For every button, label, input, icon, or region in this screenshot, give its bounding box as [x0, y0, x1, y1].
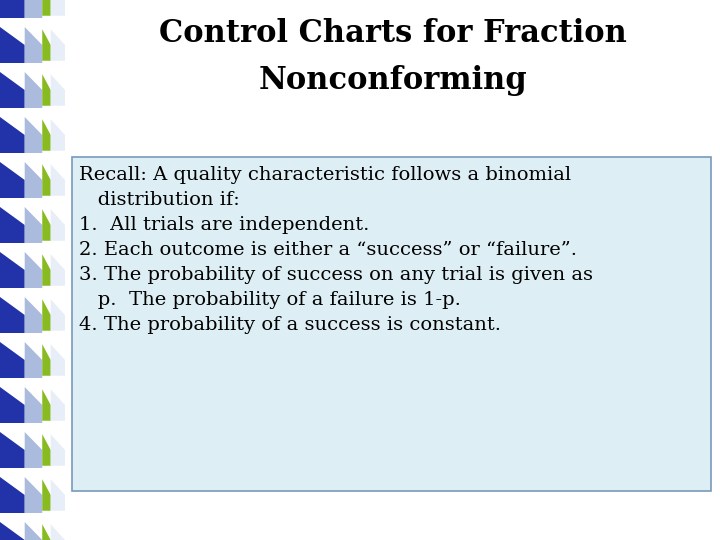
Polygon shape — [24, 117, 42, 153]
Polygon shape — [42, 434, 50, 465]
Polygon shape — [42, 254, 50, 286]
Polygon shape — [24, 72, 42, 108]
Polygon shape — [24, 522, 42, 540]
Polygon shape — [50, 209, 65, 241]
Bar — [0, 0, 65, 540]
Polygon shape — [42, 524, 50, 540]
Polygon shape — [50, 299, 65, 330]
Text: Control Charts for Fraction: Control Charts for Fraction — [158, 18, 626, 49]
Polygon shape — [0, 387, 24, 423]
Polygon shape — [50, 29, 65, 60]
Polygon shape — [24, 252, 42, 288]
Polygon shape — [50, 0, 65, 16]
Polygon shape — [24, 0, 42, 18]
Polygon shape — [0, 117, 24, 153]
Polygon shape — [42, 29, 50, 60]
Polygon shape — [0, 72, 24, 108]
Polygon shape — [0, 477, 24, 513]
Polygon shape — [42, 299, 50, 330]
Polygon shape — [50, 434, 65, 465]
Polygon shape — [42, 74, 50, 106]
Polygon shape — [0, 297, 24, 333]
Polygon shape — [0, 252, 24, 288]
Polygon shape — [24, 297, 42, 333]
Text: Recall: A quality characteristic follows a binomial
   distribution if:
1.  All : Recall: A quality characteristic follows… — [79, 166, 593, 334]
Polygon shape — [42, 0, 50, 16]
Polygon shape — [50, 480, 65, 511]
Polygon shape — [50, 524, 65, 540]
Polygon shape — [24, 387, 42, 423]
Polygon shape — [0, 162, 24, 198]
Polygon shape — [42, 209, 50, 241]
Polygon shape — [0, 0, 24, 18]
Polygon shape — [24, 342, 42, 378]
Polygon shape — [42, 345, 50, 376]
FancyBboxPatch shape — [72, 157, 711, 491]
Polygon shape — [50, 254, 65, 286]
Polygon shape — [24, 432, 42, 468]
Polygon shape — [42, 389, 50, 421]
Polygon shape — [50, 74, 65, 106]
Polygon shape — [42, 480, 50, 511]
Polygon shape — [0, 207, 24, 243]
Text: Nonconforming: Nonconforming — [258, 65, 527, 96]
Polygon shape — [0, 522, 24, 540]
Polygon shape — [24, 477, 42, 513]
Polygon shape — [42, 164, 50, 195]
Polygon shape — [0, 27, 24, 63]
Polygon shape — [42, 119, 50, 151]
Polygon shape — [24, 207, 42, 243]
Polygon shape — [24, 162, 42, 198]
Polygon shape — [24, 27, 42, 63]
Polygon shape — [0, 342, 24, 378]
Polygon shape — [50, 345, 65, 376]
Polygon shape — [0, 432, 24, 468]
Polygon shape — [50, 119, 65, 151]
Polygon shape — [50, 164, 65, 195]
Polygon shape — [50, 389, 65, 421]
